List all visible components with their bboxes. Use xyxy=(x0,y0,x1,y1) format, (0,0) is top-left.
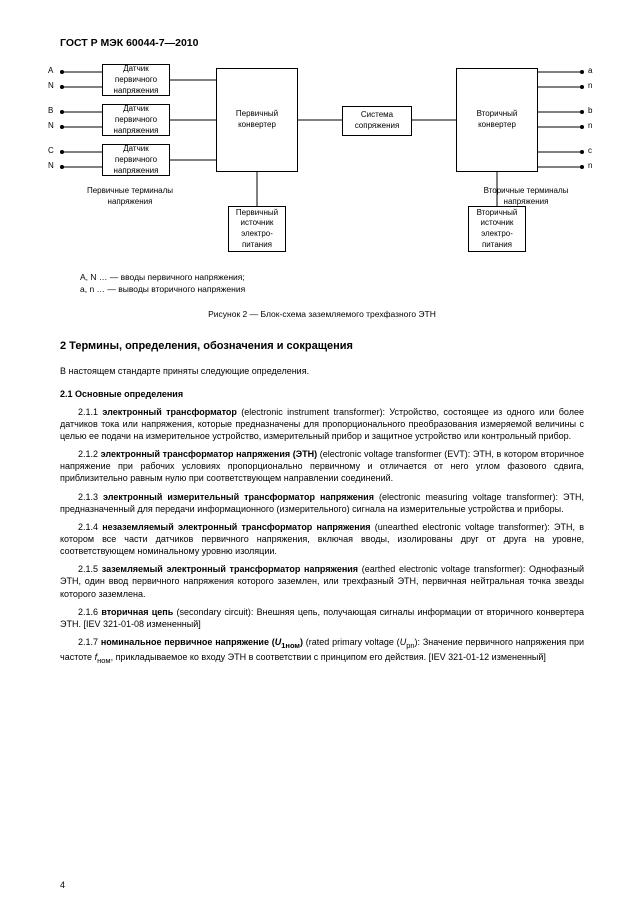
def-2-1-4: 2.1.4 незаземляемый электронный трансфор… xyxy=(60,521,584,557)
sym-U1-sub: 1ном xyxy=(281,641,300,650)
primary-terminals-label: Первичные терминалы напряжения xyxy=(70,186,190,208)
in-C: C xyxy=(48,146,54,157)
sub-2-1: 2.1 Основные определения xyxy=(60,388,584,400)
out-n2: n xyxy=(588,121,592,132)
def-2-1-4-num: 2.1.4 xyxy=(78,522,102,532)
sensor-1: Датчик первичного напряжения xyxy=(102,64,170,96)
def-2-1-4-term: незаземляемый электронный трансформатор … xyxy=(102,522,370,532)
def-2-1-7-num: 2.1.7 xyxy=(78,637,101,647)
out-b: b xyxy=(588,106,592,117)
section-2-title: 2 Термины, определения, обозначения и со… xyxy=(60,339,584,354)
def-2-1-5-num: 2.1.5 xyxy=(78,564,102,574)
secondary-converter: Вторичный конвертер xyxy=(456,68,538,172)
intro-para: В настоящем стандарте приняты следующие … xyxy=(60,365,584,377)
def-2-1-7-term: номинальное первичное напряжение (U1ном) xyxy=(101,637,303,647)
out-c: c xyxy=(588,146,592,157)
def-2-1-2-num: 2.1.2 xyxy=(78,449,101,459)
doc-header: ГОСТ Р МЭК 60044-7—2010 xyxy=(60,36,584,50)
out-a: a xyxy=(588,66,592,77)
secondary-ps: Вторичный источник электро- питания xyxy=(468,206,526,252)
legend-2: a, n … — выводы вторичного напряжения xyxy=(80,284,584,295)
def-2-1-6: 2.1.6 вторичная цепь (secondary circuit)… xyxy=(60,606,584,630)
primary-ps: Первичный источник электро- питания xyxy=(228,206,286,252)
primary-converter: Первичный конвертер xyxy=(216,68,298,172)
out-n1: n xyxy=(588,81,592,92)
out-n3: n xyxy=(588,161,592,172)
in-N3: N xyxy=(48,161,54,172)
page-number: 4 xyxy=(60,879,65,891)
def-2-1-5: 2.1.5 заземляемый электронный трансформа… xyxy=(60,563,584,599)
def-2-1-3: 2.1.3 электронный измерительный трансфор… xyxy=(60,491,584,515)
page: ГОСТ Р МЭК 60044-7—2010 xyxy=(0,0,630,913)
secondary-terminals-label: Вторичные терминалы напряжения xyxy=(466,186,586,208)
in-B: B xyxy=(48,106,53,117)
def-2-1-2: 2.1.2 электронный трансформатор напряжен… xyxy=(60,448,584,484)
sensor-3: Датчик первичного напряжения xyxy=(102,144,170,176)
sym-f-sub: ном xyxy=(97,656,110,665)
def-2-1-1-num: 2.1.1 xyxy=(78,407,102,417)
in-N1: N xyxy=(48,81,54,92)
def-2-1-2-term: электронный трансформатор напряжения (ЭТ… xyxy=(101,449,317,459)
def-2-1-3-term: электронный измерительный трансформатор … xyxy=(103,492,374,502)
coupling-system: Система сопряжения xyxy=(342,106,412,136)
def-2-1-6-num: 2.1.6 xyxy=(78,607,101,617)
def-2-1-5-term: заземляемый электронный трансформатор на… xyxy=(102,564,358,574)
def-2-1-7: 2.1.7 номинальное первичное напряжение (… xyxy=(60,636,584,666)
block-diagram: A N B N C N a n b n c n Датчик первичног… xyxy=(60,64,584,264)
in-N2: N xyxy=(48,121,54,132)
in-A: A xyxy=(48,66,53,77)
sym-Upn-sub: pn xyxy=(406,641,414,650)
figure-caption: Рисунок 2 — Блок-схема заземляемого трех… xyxy=(60,309,584,320)
sensor-2: Датчик первичного напряжения xyxy=(102,104,170,136)
def-2-1-6-term: вторичная цепь xyxy=(101,607,173,617)
legend: A, N … — вводы первичного напряжения; a,… xyxy=(80,272,584,295)
def-2-1-1-term: электронный трансформатор xyxy=(102,407,237,417)
def-2-1-3-num: 2.1.3 xyxy=(78,492,103,502)
def-2-1-1: 2.1.1 электронный трансформатор (electro… xyxy=(60,406,584,442)
legend-1: A, N … — вводы первичного напряжения; xyxy=(80,272,584,283)
